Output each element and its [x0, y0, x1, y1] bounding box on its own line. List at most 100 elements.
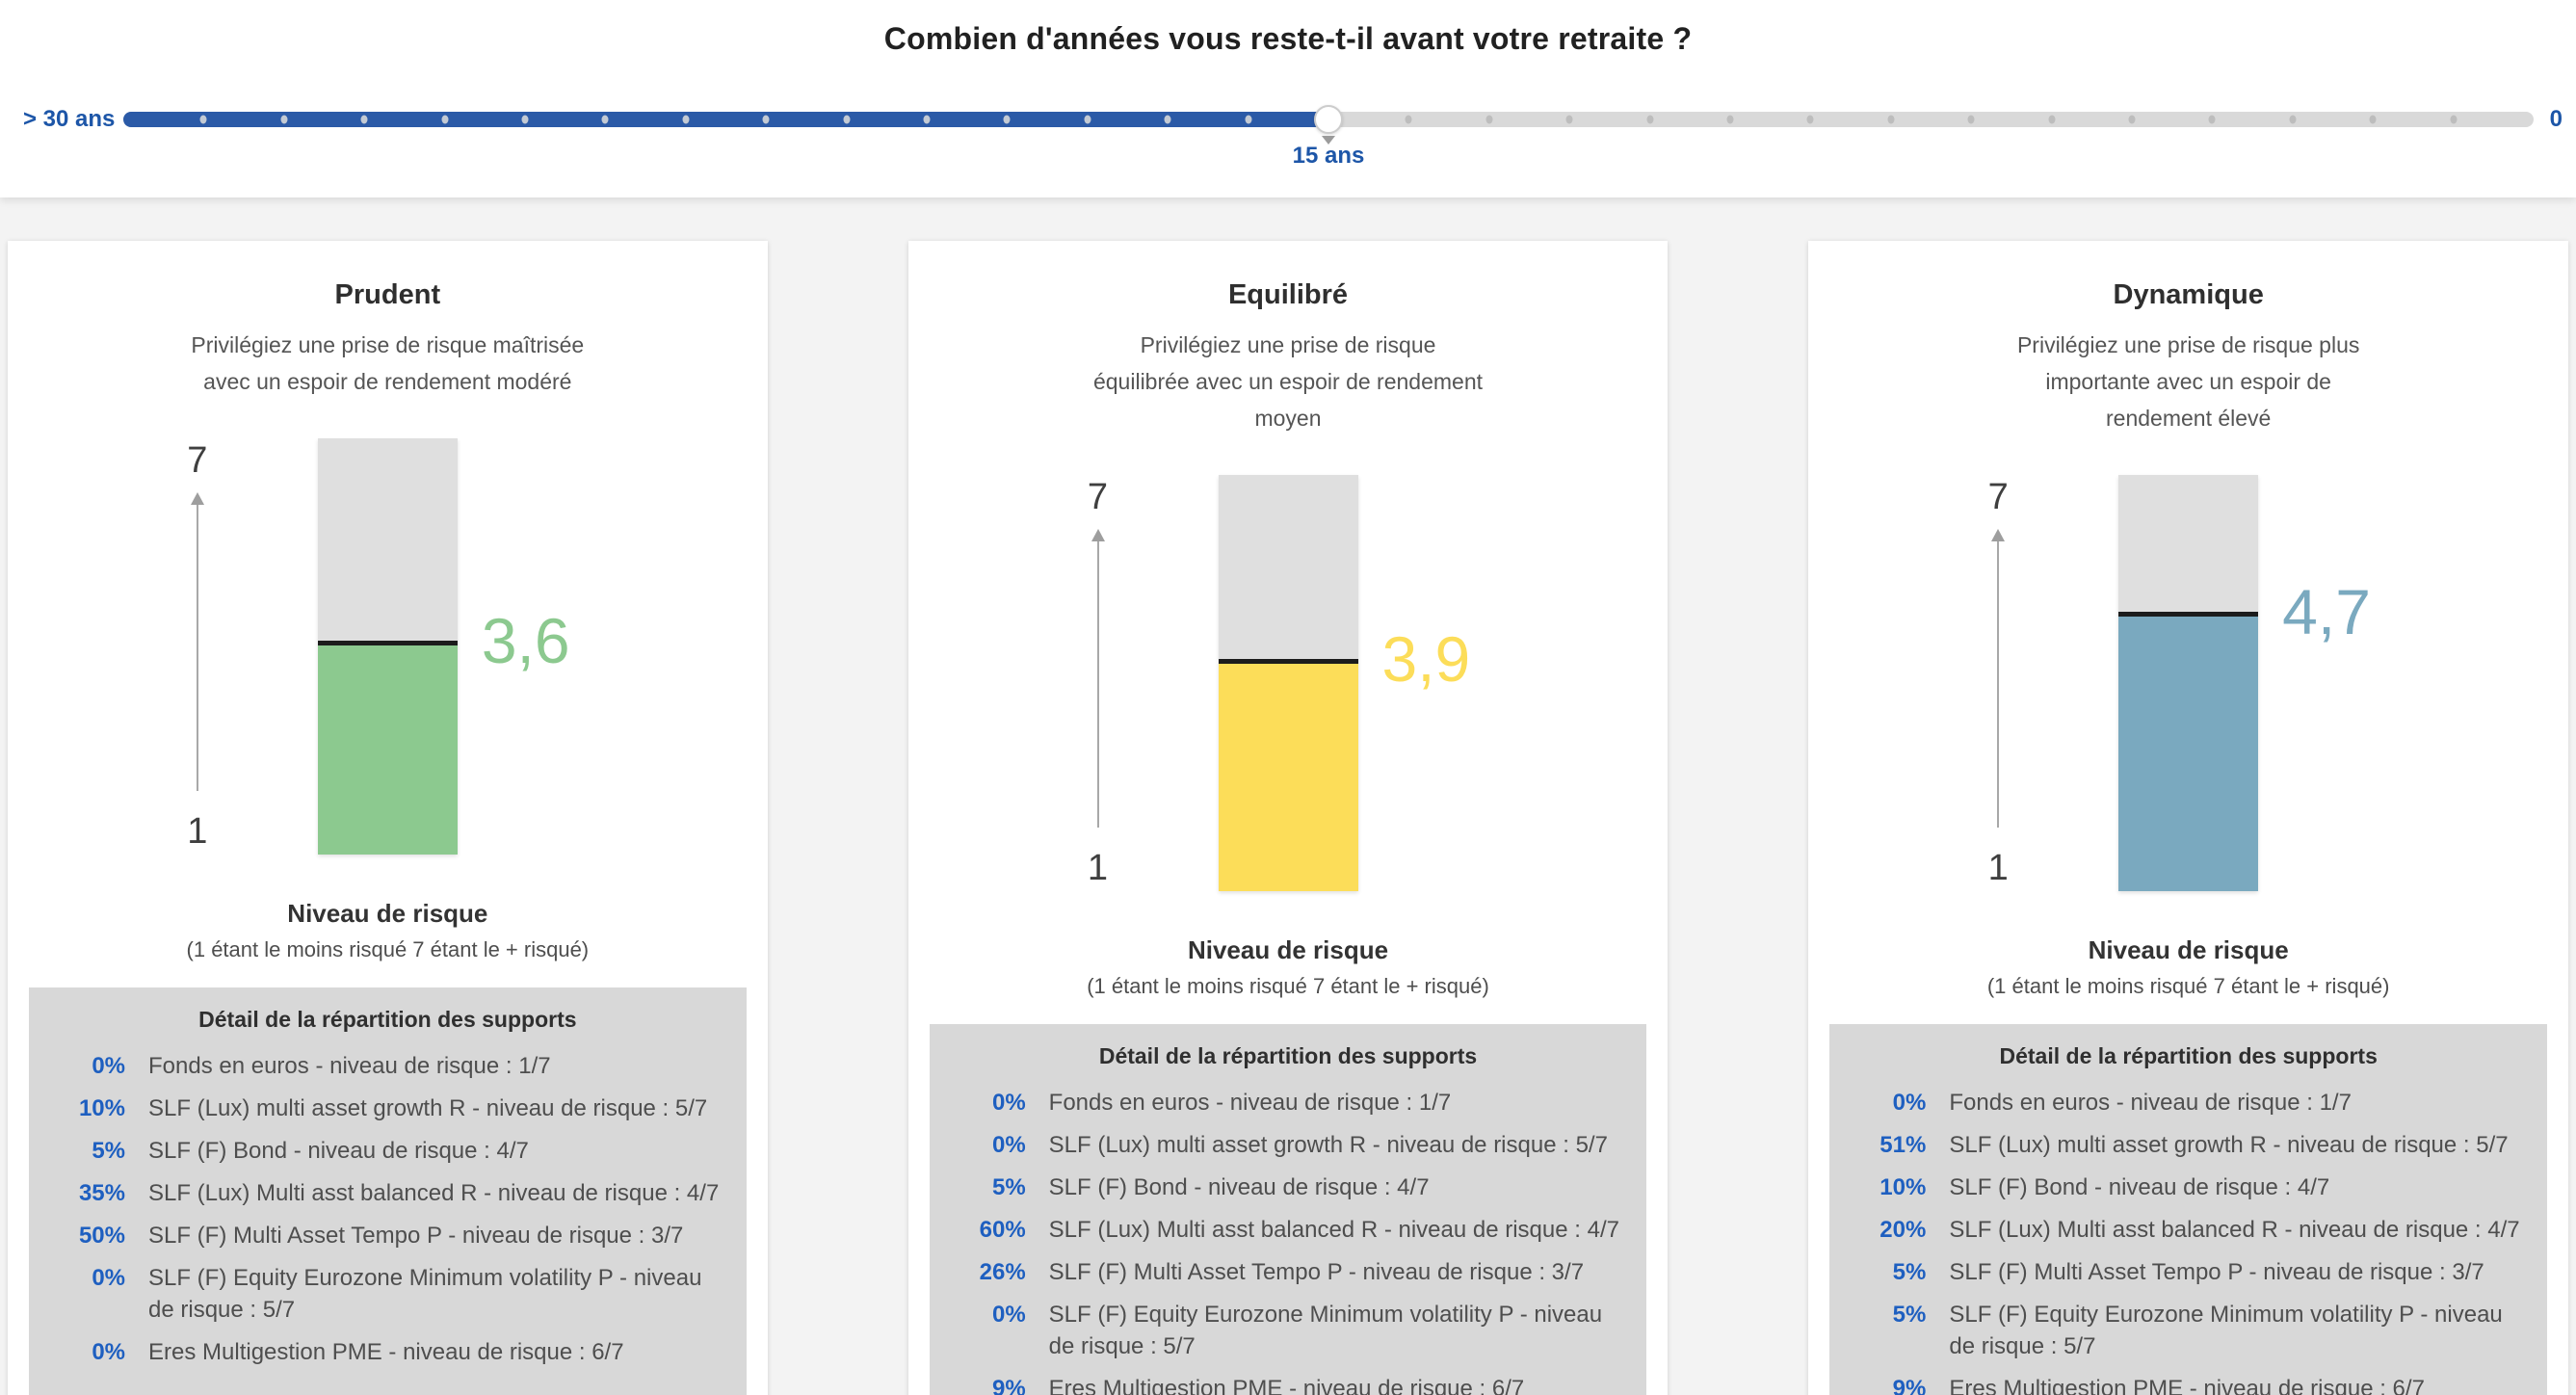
- slider-tick: [601, 115, 609, 124]
- allocation-row: 20% SLF (Lux) Multi asst balanced R - niv…: [1851, 1214, 2526, 1246]
- allocation-label: SLF (F) Multi Asset Tempo P - niveau de …: [1949, 1259, 2484, 1285]
- gauge-bar: [1218, 475, 1358, 891]
- allocation-row: 60% SLF (Lux) Multi asst balanced R - niv…: [951, 1214, 1626, 1246]
- allocation-row: 0% Fonds en euros - niveau de risque : 1/…: [50, 1050, 725, 1082]
- slider-fill: [123, 112, 1328, 127]
- allocation-percent: 20%: [1879, 1217, 1927, 1243]
- allocation-row: 26% SLF (F) Multi Asset Tempo P - niveau …: [951, 1256, 1626, 1288]
- allocation-row: 5% SLF (F) Bond - niveau de risque : 4/7: [50, 1135, 725, 1167]
- axis-arrow-icon: [196, 504, 198, 791]
- axis-arrow-icon: [1997, 540, 2000, 828]
- profile-title: Prudent: [334, 279, 441, 310]
- slider-tick: [199, 115, 207, 124]
- allocation-label: Eres Multigestion PME - niveau de risque…: [1949, 1376, 2425, 1395]
- allocation-row: 51% SLF (Lux) multi asset growth R - nive…: [1851, 1129, 2526, 1161]
- allocation-label: SLF (F) Equity Eurozone Minimum volatili…: [1048, 1302, 1603, 1359]
- slider-tick: [521, 115, 529, 124]
- allocation-row: 35% SLF (Lux) Multi asst balanced R - niv…: [50, 1177, 725, 1209]
- header: Combien d'années vous reste-t-il avant v…: [0, 0, 2576, 197]
- allocation-label: SLF (Lux) Multi asst balanced R - niveau…: [148, 1180, 720, 1206]
- allocation-percent: 9%: [1892, 1376, 1927, 1395]
- allocation-label: Fonds en euros - niveau de risque : 1/7: [148, 1053, 551, 1079]
- slider-tick: [923, 115, 931, 124]
- allocation-label: SLF (Lux) multi asset growth R - niveau …: [1949, 1132, 2509, 1158]
- allocation-list: 0% Fonds en euros - niveau de risque : 1/…: [50, 1050, 725, 1368]
- slider-tick: [843, 115, 851, 124]
- slider-tick: [2450, 115, 2458, 124]
- slider-tick: [1806, 115, 1814, 124]
- risk-level-title: Niveau de risque: [1187, 935, 1389, 964]
- card-dynamique: Dynamique Privilégiez une prise de risqu…: [1808, 241, 2569, 1395]
- allocation-label: SLF (F) Multi Asset Tempo P - niveau de …: [148, 1223, 684, 1249]
- allocation-label: Fonds en euros - niveau de risque : 1/7: [1048, 1090, 1452, 1116]
- slider-tick: [1405, 115, 1412, 124]
- risk-gauge: 7 1 3,6: [187, 438, 570, 855]
- slider-tick: [1003, 115, 1011, 124]
- risk-level-note: (1 étant le moins risqué 7 étant le + ri…: [1087, 974, 1489, 998]
- slider-tick: [1646, 115, 1654, 124]
- risk-gauge: 7 1 4,7: [1988, 475, 2371, 891]
- card-prudent: Prudent Privilégiez une prise de risque …: [8, 241, 768, 1395]
- axis-arrow-icon: [1096, 540, 1099, 828]
- allocation-percent: 0%: [92, 1339, 125, 1365]
- allocation-row: 5% SLF (F) Bond - niveau de risque : 4/7: [951, 1171, 1626, 1203]
- allocation-detail-box: Détail de la répartition des supports 0%…: [29, 987, 747, 1395]
- allocation-detail-box: Détail de la répartition des supports 0%…: [1829, 1024, 2548, 1395]
- slider-tick: [1164, 115, 1171, 124]
- slider-tick: [1485, 115, 1493, 124]
- allocation-percent: 5%: [991, 1174, 1026, 1200]
- allocation-percent: 0%: [92, 1265, 125, 1291]
- risk-level-title: Niveau de risque: [2088, 935, 2289, 964]
- slider-thumb[interactable]: [1314, 105, 1343, 134]
- slider-tick: [1565, 115, 1573, 124]
- card-equilibre: Equilibré Privilégiez une prise de risqu…: [907, 241, 1669, 1395]
- axis-max-label: 7: [187, 440, 208, 481]
- slider-value-label: 15 ans: [1292, 143, 1365, 169]
- risk-level-title: Niveau de risque: [287, 899, 488, 928]
- allocation-percent: 50%: [78, 1223, 125, 1249]
- allocation-detail-title: Détail de la répartition des supports: [198, 1007, 577, 1032]
- allocation-percent: 51%: [1879, 1132, 1927, 1158]
- allocation-percent: 26%: [979, 1259, 1026, 1285]
- profile-title: Dynamique: [2113, 279, 2264, 310]
- axis-min-label: 1: [187, 811, 208, 852]
- allocation-detail-box: Détail de la répartition des supports 0%…: [929, 1024, 1647, 1395]
- profile-description: Privilégiez une prise de risque maîtrisé…: [191, 332, 585, 394]
- gauge-bar: [2118, 475, 2259, 891]
- allocation-label: SLF (F) Multi Asset Tempo P - niveau de …: [1048, 1259, 1585, 1285]
- allocation-label: SLF (Lux) multi asset growth R - niveau …: [1048, 1132, 1608, 1158]
- slider-tick: [1084, 115, 1091, 124]
- allocation-percent: 0%: [991, 1302, 1026, 1328]
- allocation-percent: 5%: [92, 1138, 125, 1164]
- allocation-percent: 5%: [1892, 1302, 1927, 1328]
- slider-tick: [1726, 115, 1734, 124]
- allocation-percent: 9%: [991, 1376, 1026, 1395]
- allocation-percent: 10%: [1879, 1174, 1927, 1200]
- slider-tick: [682, 115, 690, 124]
- slider-tick: [762, 115, 770, 124]
- allocation-percent: 60%: [979, 1217, 1026, 1243]
- slider-min-label: > 30 ans: [23, 106, 116, 132]
- allocation-label: Fonds en euros - niveau de risque : 1/7: [1949, 1090, 2352, 1116]
- axis-max-label: 7: [1987, 477, 2009, 517]
- risk-gauge: 7 1 3,9: [1088, 475, 1470, 891]
- slider-max-label: 0: [2549, 106, 2563, 132]
- allocation-row: 10% SLF (Lux) multi asset growth R - nive…: [50, 1092, 725, 1124]
- gauge-axis: 7 1: [1050, 475, 1146, 891]
- risk-value: 4,7: [2282, 575, 2371, 647]
- axis-min-label: 1: [1087, 848, 1109, 888]
- slider-tick: [2048, 115, 2056, 124]
- gauge-fill: [1218, 659, 1358, 891]
- allocation-list: 0% Fonds en euros - niveau de risque : 1/…: [951, 1087, 1626, 1395]
- retirement-years-slider[interactable]: 15 ans: [123, 105, 2534, 169]
- allocation-row: 0% SLF (F) Equity Eurozone Minimum volati…: [951, 1299, 1626, 1362]
- slider-tick: [1245, 115, 1252, 124]
- allocation-detail-title: Détail de la répartition des supports: [1999, 1043, 2378, 1068]
- axis-min-label: 1: [1987, 848, 2009, 888]
- allocation-percent: 10%: [78, 1095, 125, 1121]
- allocation-label: SLF (F) Bond - niveau de risque : 4/7: [148, 1138, 529, 1164]
- profile-description: Privilégiez une prise de risque plus imp…: [2016, 332, 2360, 431]
- allocation-percent: 0%: [92, 1053, 125, 1079]
- allocation-percent: 0%: [991, 1090, 1026, 1116]
- slider-tick: [441, 115, 449, 124]
